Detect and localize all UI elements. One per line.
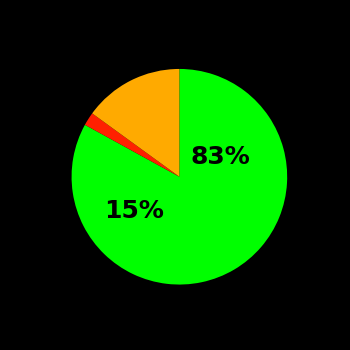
Wedge shape xyxy=(92,69,180,177)
Text: 83%: 83% xyxy=(190,145,250,169)
Wedge shape xyxy=(85,113,179,177)
Text: 15%: 15% xyxy=(104,199,164,223)
Wedge shape xyxy=(72,69,287,285)
